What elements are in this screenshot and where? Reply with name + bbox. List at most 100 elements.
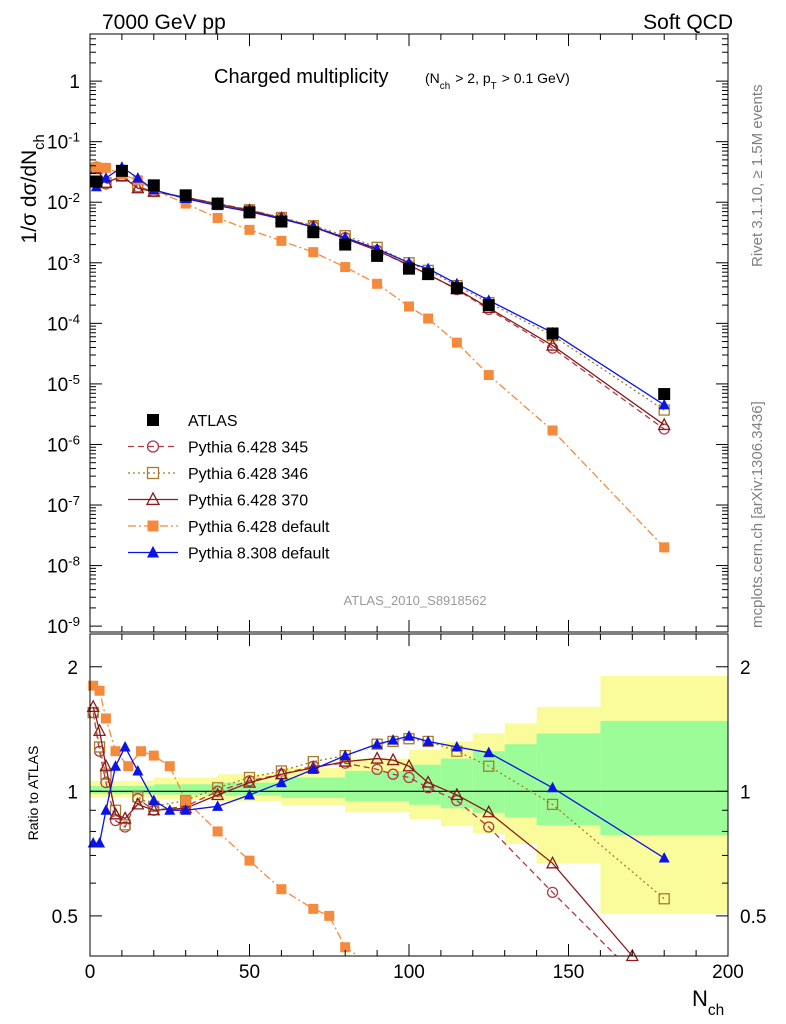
ratio-point	[451, 740, 463, 752]
ratio-plot-area	[86, 680, 670, 962]
legend-label: Pythia 6.428 default	[188, 519, 330, 536]
ratio-y-tick-label: 1	[67, 782, 78, 803]
ratio-series-pythia-6-428-default	[88, 680, 359, 957]
main-panel: 1 10-1 10-2 10-3 10-4 10-5 10-6 10-7 10-8 10-9 Ch…	[18, 33, 729, 638]
legend-item: Pythia 6.428 346	[128, 466, 308, 483]
data-point	[180, 198, 191, 209]
data-point	[212, 212, 223, 223]
ratio-point	[371, 763, 383, 776]
ratio-point	[147, 802, 161, 816]
ratio-point	[180, 795, 191, 806]
legend-marker	[146, 466, 160, 480]
ratio-line	[93, 735, 665, 859]
ratio-point	[387, 734, 399, 745]
ratio-point	[110, 746, 121, 757]
data-point	[658, 388, 671, 401]
legend-marker	[147, 414, 159, 426]
ratio-point	[402, 758, 416, 772]
legend-marker	[146, 545, 160, 558]
data-point	[404, 301, 414, 312]
y-tick-label: 1	[69, 72, 80, 93]
ratio-point	[100, 776, 112, 789]
source-label: mcplots.cern.ch [arXiv:1306.3436]	[749, 401, 766, 628]
data-point	[131, 180, 145, 194]
ratio-point	[338, 754, 352, 767]
data-point	[483, 370, 494, 381]
rivet-version-label: Rivet 3.1.10, ≥ 1.5M events	[749, 85, 766, 268]
data-point	[547, 425, 558, 436]
data-point	[308, 247, 319, 258]
series-pythia-6-428-346	[90, 162, 670, 416]
ratio-point	[307, 763, 319, 774]
y-tick-label: 10-5	[47, 371, 80, 396]
ratio-point	[275, 776, 287, 788]
data-point	[659, 542, 670, 553]
chart-title: Charged multiplicity	[214, 66, 389, 88]
ratio-point	[164, 761, 175, 772]
ratio-point	[136, 746, 147, 757]
data-point	[91, 162, 102, 173]
ratio-point	[625, 948, 639, 962]
ratio-point	[92, 723, 107, 737]
ratio-point	[94, 837, 106, 848]
ratio-point	[119, 819, 131, 831]
x-tick-label: 100	[393, 962, 425, 983]
ratio-y-tick-label-right: 1	[740, 782, 751, 803]
uncertainty-bands	[90, 675, 728, 915]
legend-label: Pythia 6.428 345	[188, 440, 308, 457]
ratio-point	[387, 768, 399, 780]
inner-uncertainty-band	[600, 720, 728, 836]
y-tick-label: 10-1	[47, 129, 80, 154]
ratio-y-tick-label-right: 0.5	[740, 907, 766, 928]
ratio-point	[546, 886, 559, 899]
ratio-point	[403, 771, 415, 784]
data-point	[545, 338, 560, 351]
ratio-point	[148, 750, 159, 761]
ratio-point	[211, 787, 225, 801]
ratio-point	[180, 804, 192, 815]
data-point	[482, 299, 495, 312]
y-tick-label: 10-3	[47, 250, 80, 275]
ratio-point	[244, 788, 255, 800]
ratio-point	[93, 741, 106, 753]
data-point	[450, 282, 463, 295]
ratio-point	[148, 794, 160, 806]
series-pythia-6-428-370	[89, 161, 671, 431]
data-point	[546, 327, 559, 340]
legend-item: Pythia 6.428 370	[128, 491, 308, 510]
y-tick-label: 10-7	[47, 493, 80, 518]
inner-uncertainty-band	[504, 744, 537, 818]
ratio-point	[100, 804, 112, 815]
ratio-point	[212, 826, 223, 837]
data-point	[403, 262, 415, 275]
analysis-label: ATLAS_2010_S8918562	[344, 593, 487, 608]
series-atlas	[90, 164, 671, 401]
ratio-y-tick-label-right: 2	[740, 658, 751, 679]
data-point	[100, 172, 112, 183]
legend-item: Pythia 8.308 default	[128, 546, 330, 563]
data-point	[243, 206, 256, 219]
ratio-line	[92, 685, 359, 957]
data-point	[657, 417, 671, 431]
data-point	[147, 179, 160, 192]
ratio-point	[324, 910, 335, 921]
main-plot-area	[89, 161, 671, 553]
data-point	[275, 215, 288, 228]
legend-marker	[146, 440, 160, 453]
data-point	[422, 268, 435, 281]
ratio-y-tick-label: 2	[67, 658, 78, 679]
data-point	[371, 249, 384, 262]
header-collision-label: 7000 GeV pp	[102, 11, 226, 34]
legend-label: ATLAS	[188, 413, 238, 430]
series-line	[96, 166, 665, 548]
inner-uncertainty-band	[345, 770, 409, 802]
data-point	[276, 235, 287, 246]
ratio-point	[545, 855, 560, 869]
header-category-label: Soft QCD	[643, 11, 733, 34]
ratio-point	[100, 713, 111, 724]
ratio-point	[131, 796, 145, 810]
series-pythia-6-428-345	[90, 161, 670, 435]
ratio-point	[276, 884, 287, 895]
ratio-point	[123, 761, 134, 772]
ratio-point	[371, 738, 383, 749]
